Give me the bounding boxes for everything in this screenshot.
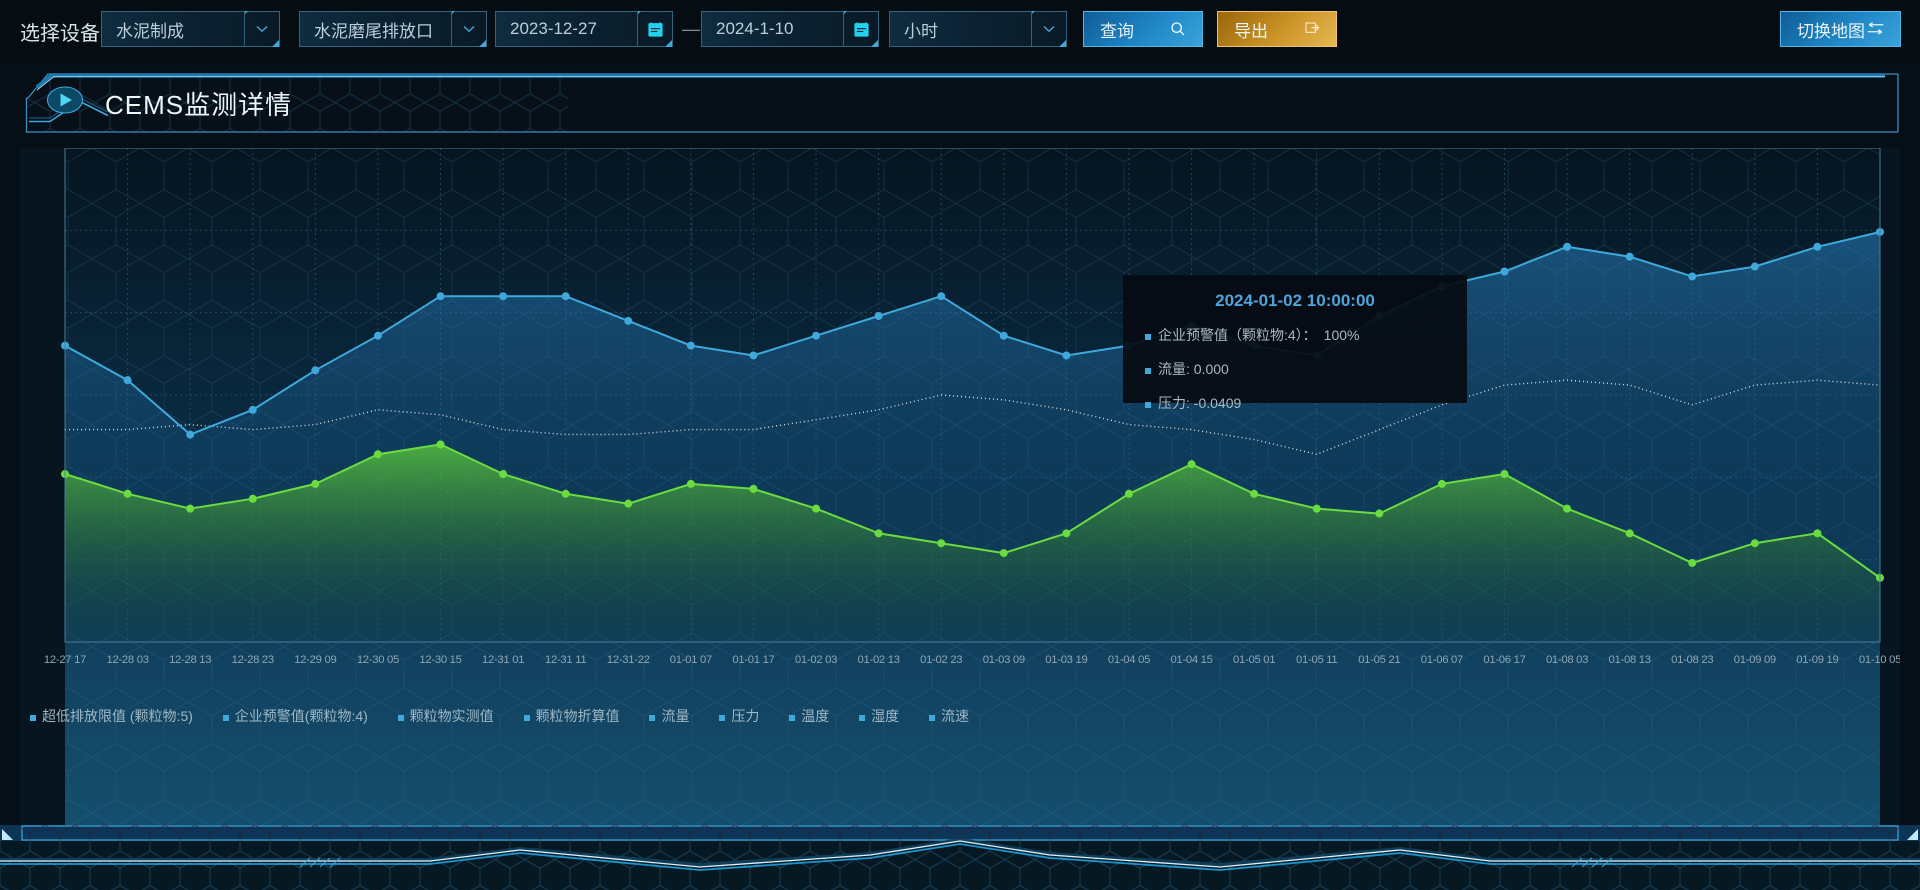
svg-text:01-06 07: 01-06 07 — [1421, 654, 1463, 666]
svg-text:12-27 17: 12-27 17 — [44, 654, 86, 666]
svg-text:01-05 01: 01-05 01 — [1233, 654, 1275, 666]
svg-text:12-30 05: 12-30 05 — [357, 654, 399, 666]
svg-text:12-28 03: 12-28 03 — [106, 654, 148, 666]
svg-text:12-31 11: 12-31 11 — [545, 654, 586, 666]
svg-text:01-02 03: 01-02 03 — [795, 654, 837, 666]
svg-text:12-30 15: 12-30 15 — [419, 654, 461, 666]
svg-text:01-09 09: 01-09 09 — [1734, 654, 1776, 666]
svg-text:12-29 09: 12-29 09 — [294, 654, 336, 666]
svg-text:01-02 23: 01-02 23 — [920, 654, 962, 666]
svg-text:12-31-22: 12-31-22 — [607, 654, 650, 666]
svg-text:01-03 19: 01-03 19 — [1045, 654, 1087, 666]
svg-text:01-09 19: 01-09 19 — [1796, 654, 1838, 666]
svg-text:01-03 09: 01-03 09 — [983, 654, 1025, 666]
svg-text:01-08 23: 01-08 23 — [1671, 654, 1713, 666]
svg-text:01-08 13: 01-08 13 — [1609, 654, 1651, 666]
svg-text:01-05 21: 01-05 21 — [1358, 654, 1400, 666]
svg-text:01-10 05: 01-10 05 — [1859, 654, 1900, 666]
svg-text:01-01 17: 01-01 17 — [732, 654, 774, 666]
svg-text:12-28 13: 12-28 13 — [169, 654, 211, 666]
svg-text:12-28 23: 12-28 23 — [232, 654, 274, 666]
svg-text:01-05 11: 01-05 11 — [1296, 654, 1337, 666]
svg-text:01-06 17: 01-06 17 — [1483, 654, 1525, 666]
svg-text:01-04 15: 01-04 15 — [1170, 654, 1212, 666]
svg-text:01-04 05: 01-04 05 — [1108, 654, 1150, 666]
svg-text:01-02 13: 01-02 13 — [858, 654, 900, 666]
svg-text:01-08 03: 01-08 03 — [1546, 654, 1588, 666]
svg-text:12-31 01: 12-31 01 — [482, 654, 524, 666]
svg-text:01-01 07: 01-01 07 — [670, 654, 712, 666]
